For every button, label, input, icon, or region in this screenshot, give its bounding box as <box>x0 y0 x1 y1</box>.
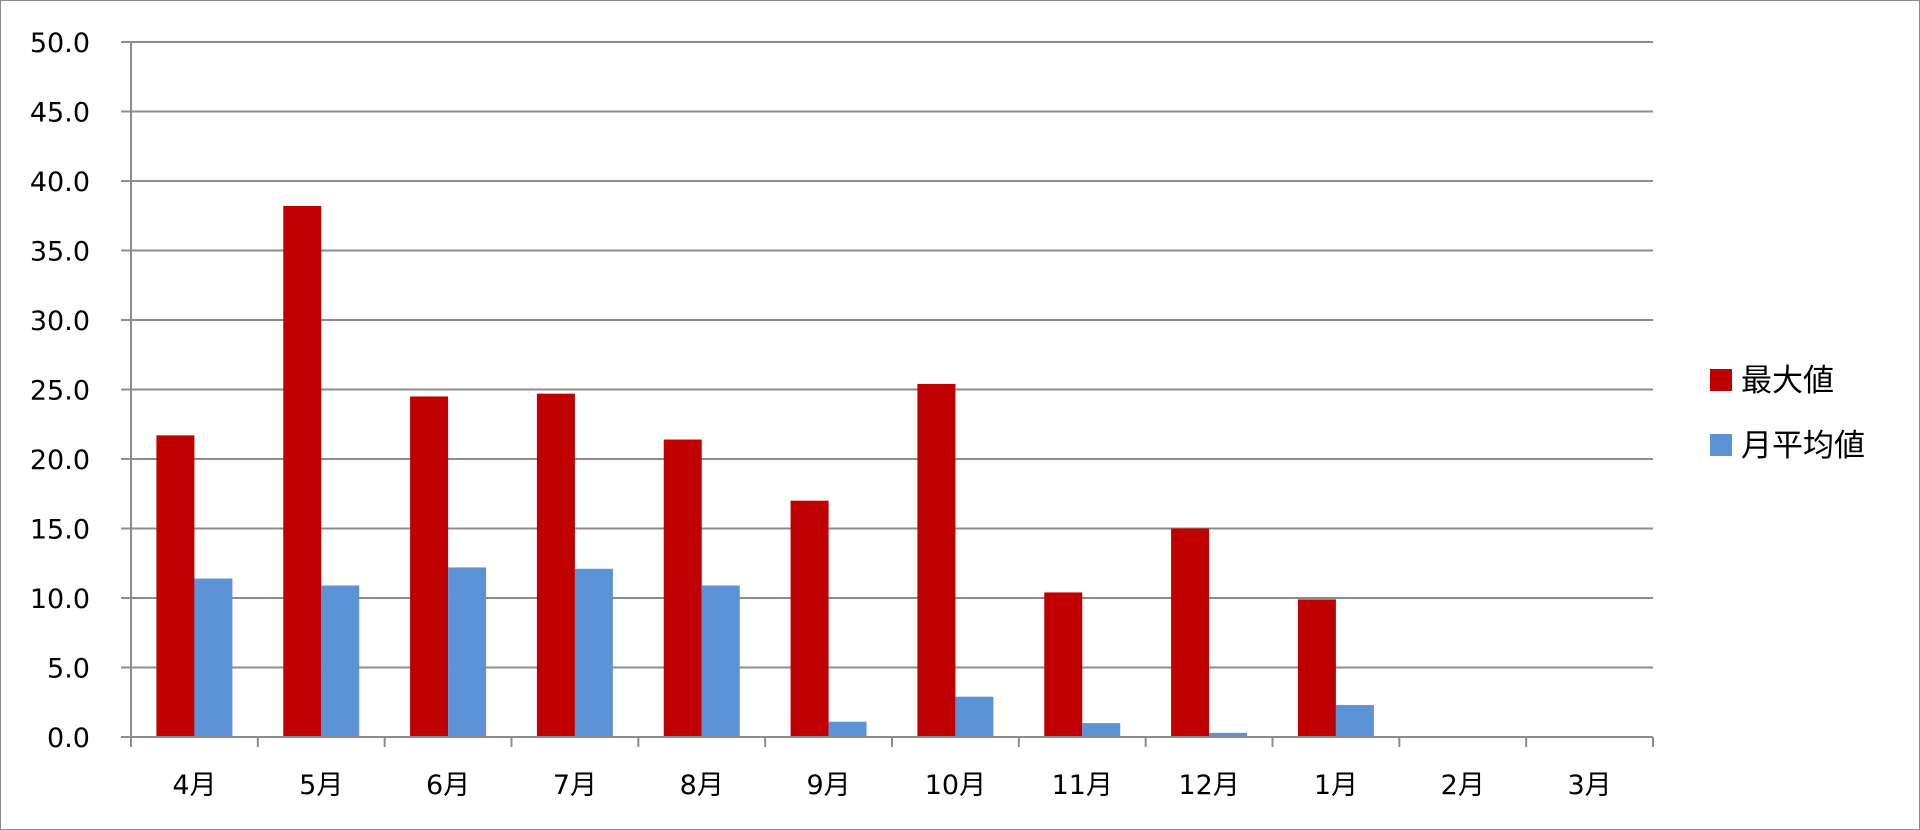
legend-label: 月平均値 <box>1741 428 1865 464</box>
bar-max <box>663 439 702 737</box>
bar-max <box>1171 528 1210 737</box>
axes: 0.0 5.0 10.0 15.0 20.0 25.0 30.0 35.0 40.0 45.0 50… <box>30 28 1654 801</box>
y-tick-label: 30.0 <box>30 306 90 337</box>
legend-label: 最大値 <box>1741 363 1834 399</box>
bar-avg <box>955 696 994 737</box>
y-tick-label: 20.0 <box>30 445 90 476</box>
x-tick-label: 8月 <box>680 770 724 801</box>
y-tick-label: 5.0 <box>47 654 90 685</box>
x-tick-label: 6月 <box>426 770 470 801</box>
y-tick-label: 35.0 <box>30 237 90 268</box>
x-tick-label: 9月 <box>806 770 850 801</box>
x-tick-label: 4月 <box>172 770 216 801</box>
bar-max <box>536 393 575 737</box>
bar-max <box>1297 599 1336 737</box>
bars <box>156 206 1374 737</box>
bar-avg <box>701 585 740 737</box>
y-tick-label: 0.0 <box>47 723 90 754</box>
bar-avg <box>1082 723 1121 737</box>
y-tick-label: 50.0 <box>30 28 90 59</box>
y-tick-label: 10.0 <box>30 584 90 615</box>
y-tick-label: 45.0 <box>30 98 90 129</box>
x-tick-label: 11月 <box>1052 770 1113 801</box>
x-tick-label: 10月 <box>925 770 986 801</box>
bar-max <box>410 396 449 737</box>
x-tick-label: 7月 <box>553 770 597 801</box>
bar-avg <box>194 578 233 737</box>
bar-max <box>1044 592 1083 737</box>
x-tick-label: 5月 <box>299 770 343 801</box>
bar-max <box>156 435 195 737</box>
x-tick-label: 1月 <box>1314 770 1358 801</box>
bar-avg <box>574 568 613 737</box>
bar-avg <box>828 721 867 737</box>
legend-swatch <box>1710 434 1732 456</box>
bar-avg <box>448 567 487 737</box>
gridlines <box>131 41 1653 669</box>
x-tick-label: 2月 <box>1441 770 1485 801</box>
y-tick-label: 15.0 <box>30 515 90 546</box>
bar-max <box>790 500 829 737</box>
y-tick-label: 25.0 <box>30 376 90 407</box>
x-tick-label: 12月 <box>1178 770 1239 801</box>
bar-max <box>283 206 322 737</box>
bar-max <box>917 383 956 737</box>
x-tick-label: 3月 <box>1567 770 1611 801</box>
legend-swatch <box>1710 369 1732 391</box>
bar-avg <box>1209 732 1248 737</box>
y-tick-label: 40.0 <box>30 167 90 198</box>
bar-avg <box>321 585 360 737</box>
bar-avg <box>1335 705 1374 737</box>
